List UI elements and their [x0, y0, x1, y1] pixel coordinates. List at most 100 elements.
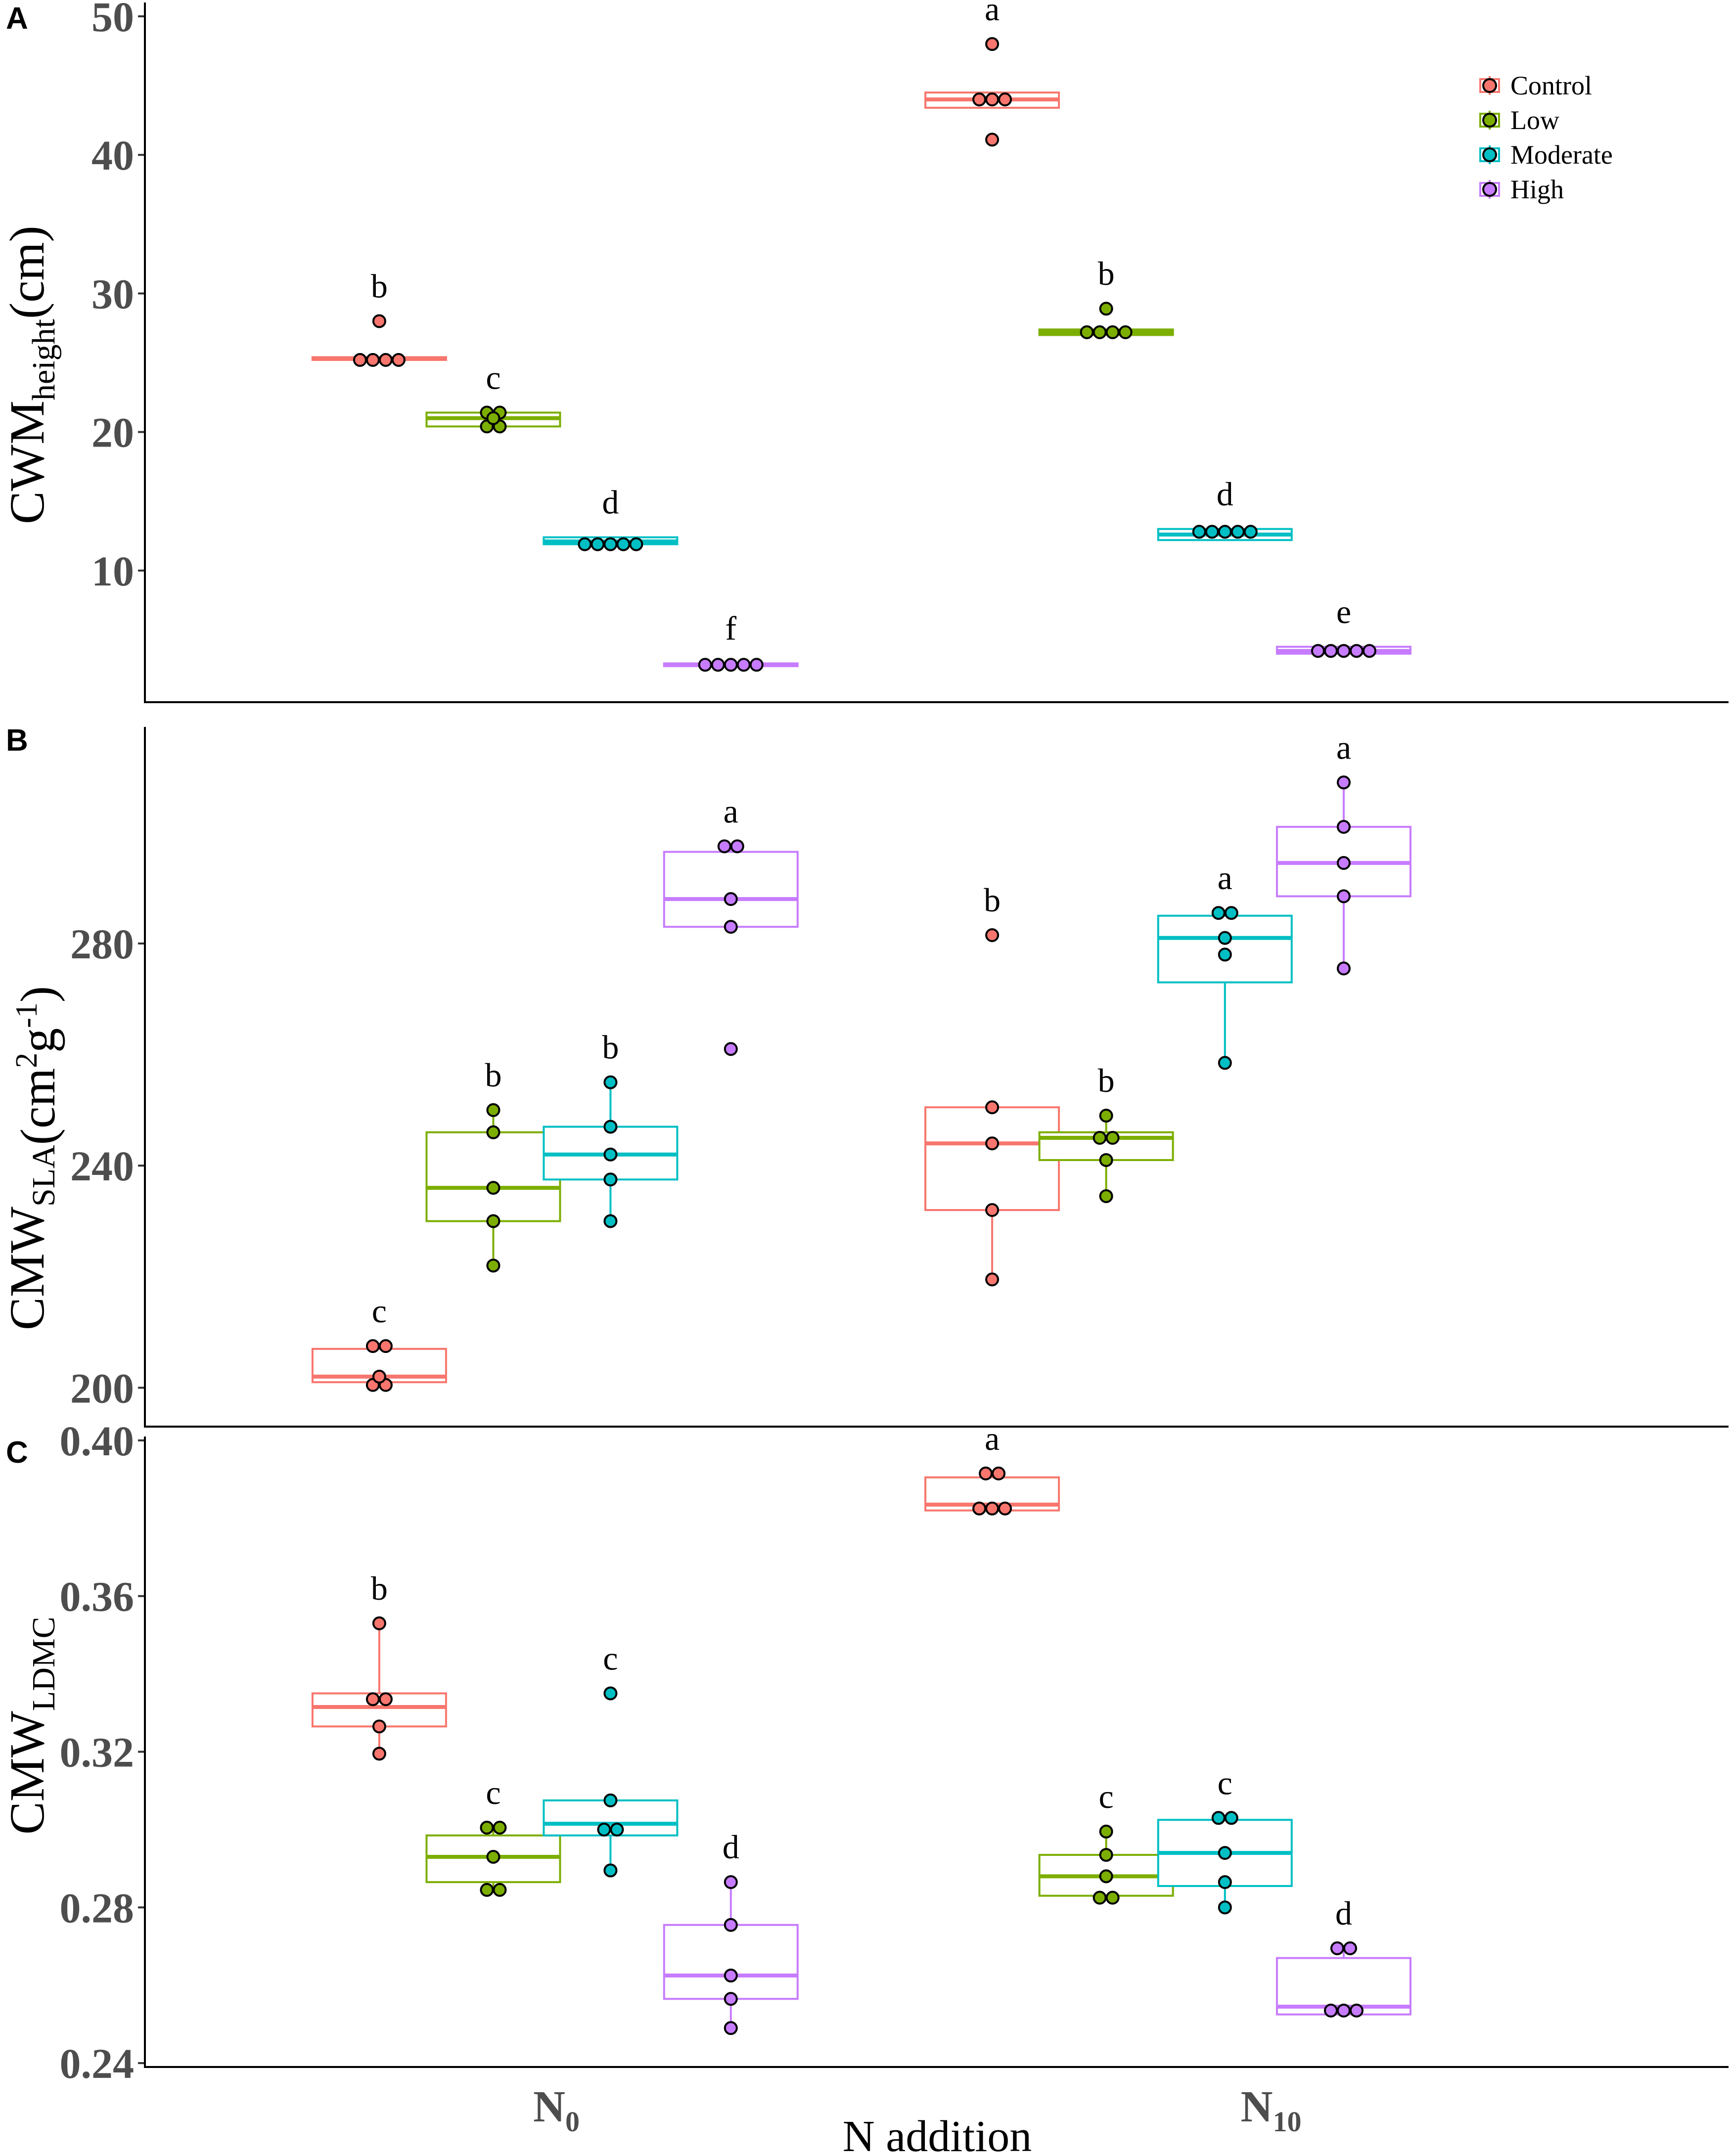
point-n10-high: [1349, 644, 1364, 658]
point-n0-control: [372, 1616, 386, 1630]
point-n10-control: [985, 1136, 1000, 1151]
point-n10-high: [1336, 961, 1351, 976]
y-tick-label: 240: [70, 1142, 134, 1190]
y-unit-exponent: -1: [10, 1002, 44, 1028]
point-n0-high: [730, 839, 744, 853]
point-n0-control: [365, 353, 380, 367]
sig-letter-n10-control: a: [985, 1420, 1000, 1457]
point-n0-high: [749, 658, 764, 672]
point-n10-control: [972, 92, 987, 107]
y-tick-label: 0.28: [60, 1884, 135, 1931]
y-tick-label: 280: [70, 920, 134, 968]
panel-b-plot: 200 240 280 c b b a b b a a: [70, 728, 1412, 1412]
point-n0-control: [372, 1747, 386, 1761]
point-n10-high: [1349, 2003, 1364, 2018]
y-tick-label: 0.24: [60, 2040, 135, 2087]
point-n10-high: [1336, 644, 1351, 658]
point-n10-moderate: [1211, 906, 1226, 920]
point-n0-moderate: [616, 537, 631, 551]
point-n10-high: [1362, 644, 1376, 658]
panel-b-y-title-main: CMW: [0, 1206, 54, 1330]
point-n0-control: [391, 353, 406, 367]
sig-letter-n10-moderate: d: [1217, 475, 1233, 513]
panel-c: C 0.24 0.28 0.32 0.36 0.40 b c c d a c c d CMWLDMC: [0, 1417, 1729, 2087]
point-n0-control: [353, 353, 367, 367]
legend-low-label: Low: [1510, 105, 1559, 135]
point-n10-moderate: [1218, 1846, 1232, 1860]
legend-item-low: Low: [1479, 105, 1559, 135]
panel-a-y-title-unit: (cm): [0, 225, 54, 319]
box-n0-low: [425, 1131, 561, 1222]
point-n10-moderate: [1205, 525, 1219, 539]
point-n10-moderate: [1218, 1900, 1232, 1915]
point-n10-moderate: [1224, 1811, 1238, 1825]
point-n0-moderate: [610, 1822, 624, 1837]
point-n10-moderate: [1218, 525, 1232, 539]
legend-high-label: High: [1510, 175, 1564, 204]
box-n0-high: [663, 851, 799, 928]
point-n10-control: [972, 1501, 987, 1516]
point-n10-low: [1099, 1109, 1113, 1123]
point-n10-low: [1099, 1824, 1113, 1839]
point-n10-control: [985, 1100, 1000, 1115]
point-n0-high: [711, 658, 725, 672]
point-n10-control: [985, 1203, 1000, 1217]
legend-control-point: [1482, 78, 1497, 93]
point-n0-low: [486, 1103, 501, 1117]
point-n0-moderate: [603, 1686, 618, 1701]
panel-b-axis-frame: [144, 727, 1729, 1428]
point-n10-high: [1311, 644, 1325, 658]
point-n10-low: [1099, 1848, 1113, 1862]
x-tick-n0: N0: [533, 2082, 580, 2138]
legend-item-high: High: [1479, 175, 1564, 204]
sig-letter-n0-low: c: [486, 1774, 501, 1811]
sig-letter-n0-control: c: [372, 1292, 387, 1330]
point-n10-control: [985, 928, 1000, 943]
panel-a-y-title-sub: height: [26, 319, 62, 401]
panel-c-plot: 0.24 0.28 0.32 0.36 0.40 b c c d a c c d: [60, 1417, 1412, 2087]
point-n0-moderate: [597, 1822, 611, 1837]
x-axis-title: N addition: [843, 2112, 1032, 2156]
point-n0-moderate: [603, 1214, 618, 1228]
point-n0-moderate: [578, 537, 592, 551]
point-n0-moderate: [603, 1863, 618, 1878]
sig-letter-n0-high: f: [725, 610, 736, 647]
point-n10-low: [1118, 325, 1133, 339]
point-n10-moderate: [1218, 1056, 1232, 1070]
point-n0-low: [486, 1181, 501, 1195]
point-n10-moderate: [1243, 525, 1258, 539]
point-n10-low: [1099, 1869, 1113, 1884]
panel-b-label: B: [6, 723, 28, 758]
legend-control-label: Control: [1510, 71, 1592, 100]
sig-letter-n10-high: a: [1336, 728, 1351, 766]
y-tick-label: 200: [70, 1364, 134, 1412]
point-n0-low: [486, 411, 501, 425]
x-tick-n10: N10: [1241, 2082, 1302, 2138]
point-n0-high: [724, 1042, 738, 1056]
y-tick-label: 0.40: [60, 1417, 135, 1465]
legend-moderate-point: [1482, 147, 1497, 162]
point-n10-moderate: [1211, 1811, 1226, 1825]
point-n10-low: [1099, 1153, 1113, 1167]
panel-b: B 200 240 280 c b b a b b a a CMWSLA(cm2g-1): [0, 723, 1729, 1428]
point-n0-low: [486, 1850, 501, 1864]
point-n10-high: [1323, 2003, 1338, 2018]
panel-a-label: A: [6, 1, 28, 36]
point-n0-high: [724, 1875, 738, 1889]
point-n10-high: [1323, 644, 1338, 658]
sig-letter-n10-high: e: [1336, 593, 1351, 630]
point-n10-low: [1093, 1890, 1107, 1905]
point-n0-high: [698, 658, 712, 672]
sig-letter-n10-control: b: [984, 881, 1001, 919]
y-tick-label: 0.36: [60, 1573, 135, 1620]
panel-a-y-title-main: CWM: [0, 401, 54, 524]
point-n10-low: [1105, 1890, 1120, 1905]
point-n10-high: [1330, 1941, 1344, 1955]
y-tick-label: 50: [91, 0, 134, 41]
point-n0-low: [486, 1125, 501, 1139]
panel-c-y-title-main: CMW: [0, 1710, 54, 1835]
panel-c-axis-frame: [144, 1437, 1729, 2068]
point-n0-control: [378, 1692, 393, 1707]
point-n10-control: [985, 1272, 1000, 1287]
point-n0-low: [486, 1214, 501, 1228]
